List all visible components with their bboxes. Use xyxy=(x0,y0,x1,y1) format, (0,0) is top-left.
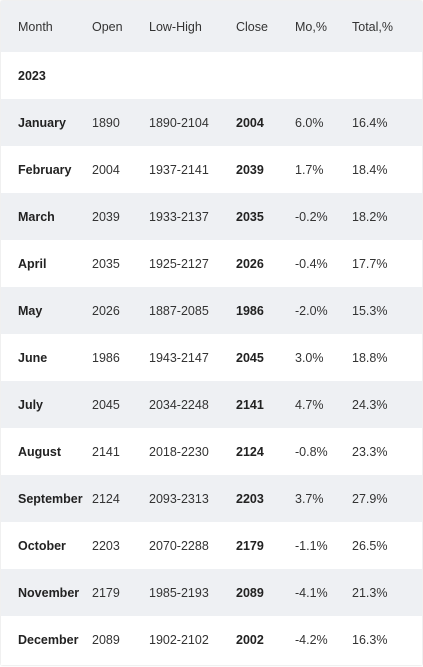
cell-mo-percent: 3.7% xyxy=(295,475,352,522)
cell-month: January xyxy=(1,99,92,146)
cell-total-percent: 16.3% xyxy=(352,616,422,663)
cell-mo-percent: -1.1% xyxy=(295,522,352,569)
table-row: January 1890 1890-2104 2004 6.0% 16.4% xyxy=(1,99,422,146)
cell-mo-percent: 1.7% xyxy=(295,146,352,193)
cell-open: 2141 xyxy=(92,428,149,475)
table-row: March 2039 1933-2137 2035 -0.2% 18.2% xyxy=(1,193,422,240)
table-body: 2023 January 1890 1890-2104 2004 6.0% 16.4% Fe… xyxy=(1,52,422,663)
cell-close: 2002 xyxy=(236,616,295,663)
cell-total-percent: 17.7% xyxy=(352,240,422,287)
cell-low-high: 1933-2137 xyxy=(149,193,236,240)
cell-mo-percent: 3.0% xyxy=(295,334,352,381)
cell-month: November xyxy=(1,569,92,616)
cell-close: 2179 xyxy=(236,522,295,569)
cell-month: December xyxy=(1,616,92,663)
table-row: November 2179 1985-2193 2089 -4.1% 21.3% xyxy=(1,569,422,616)
table-row: April 2035 1925-2127 2026 -0.4% 17.7% xyxy=(1,240,422,287)
table-row: May 2026 1887-2085 1986 -2.0% 15.3% xyxy=(1,287,422,334)
cell-total-percent: 15.3% xyxy=(352,287,422,334)
cell-total-percent: 26.5% xyxy=(352,522,422,569)
cell-open: 2203 xyxy=(92,522,149,569)
table-row: July 2045 2034-2248 2141 4.7% 24.3% xyxy=(1,381,422,428)
cell-total-percent: 18.2% xyxy=(352,193,422,240)
header-open: Open xyxy=(92,19,123,34)
header-row: Month Open Low-High Close Mo,% Total,% xyxy=(1,1,422,52)
cell-month: April xyxy=(1,240,92,287)
cell-close: 1986 xyxy=(236,287,295,334)
cell-open: 1986 xyxy=(92,334,149,381)
cell-total-percent: 18.8% xyxy=(352,334,422,381)
header-total-percent: Total,% xyxy=(352,19,393,34)
cell-total-percent: 23.3% xyxy=(352,428,422,475)
cell-month: July xyxy=(1,381,92,428)
table-row: October 2203 2070-2288 2179 -1.1% 26.5% xyxy=(1,522,422,569)
year-label: 2023 xyxy=(1,52,422,99)
table-row: August 2141 2018-2230 2124 -0.8% 23.3% xyxy=(1,428,422,475)
cell-low-high: 1985-2193 xyxy=(149,569,236,616)
cell-mo-percent: -2.0% xyxy=(295,287,352,334)
cell-close: 2026 xyxy=(236,240,295,287)
cell-low-high: 1937-2141 xyxy=(149,146,236,193)
header-close: Close xyxy=(236,19,268,34)
cell-close: 2035 xyxy=(236,193,295,240)
cell-low-high: 1890-2104 xyxy=(149,99,236,146)
cell-low-high: 1943-2147 xyxy=(149,334,236,381)
cell-close: 2039 xyxy=(236,146,295,193)
cell-mo-percent: 4.7% xyxy=(295,381,352,428)
cell-open: 2035 xyxy=(92,240,149,287)
cell-mo-percent: -0.4% xyxy=(295,240,352,287)
year-row: 2023 xyxy=(1,52,422,99)
table-row: February 2004 1937-2141 2039 1.7% 18.4% xyxy=(1,146,422,193)
cell-close: 2124 xyxy=(236,428,295,475)
cell-mo-percent: 6.0% xyxy=(295,99,352,146)
cell-mo-percent: -4.1% xyxy=(295,569,352,616)
cell-total-percent: 24.3% xyxy=(352,381,422,428)
cell-close: 2203 xyxy=(236,475,295,522)
cell-open: 2089 xyxy=(92,616,149,663)
cell-month: May xyxy=(1,287,92,334)
table-row: June 1986 1943-2147 2045 3.0% 18.8% xyxy=(1,334,422,381)
table-row: September 2124 2093-2313 2203 3.7% 27.9% xyxy=(1,475,422,522)
table-header: Month Open Low-High Close Mo,% Total,% xyxy=(1,1,422,52)
cell-low-high: 1925-2127 xyxy=(149,240,236,287)
cell-open: 1890 xyxy=(92,99,149,146)
cell-month: August xyxy=(1,428,92,475)
cell-open: 2039 xyxy=(92,193,149,240)
cell-close: 2141 xyxy=(236,381,295,428)
header-mo-percent: Mo,% xyxy=(295,19,327,34)
cell-mo-percent: -4.2% xyxy=(295,616,352,663)
cell-mo-percent: -0.2% xyxy=(295,193,352,240)
cell-mo-percent: -0.8% xyxy=(295,428,352,475)
cell-open: 2045 xyxy=(92,381,149,428)
cell-close: 2045 xyxy=(236,334,295,381)
header-low-high: Low-High xyxy=(149,19,202,34)
cell-open: 2026 xyxy=(92,287,149,334)
cell-month: February xyxy=(1,146,92,193)
cell-low-high: 2093-2313 xyxy=(149,475,236,522)
cell-total-percent: 21.3% xyxy=(352,569,422,616)
cell-low-high: 2070-2288 xyxy=(149,522,236,569)
cell-low-high: 2034-2248 xyxy=(149,381,236,428)
cell-month: October xyxy=(1,522,92,569)
cell-open: 2179 xyxy=(92,569,149,616)
cell-month: June xyxy=(1,334,92,381)
header-month: Month xyxy=(18,19,53,34)
cell-month: September xyxy=(1,475,92,522)
cell-low-high: 2018-2230 xyxy=(149,428,236,475)
cell-low-high: 1902-2102 xyxy=(149,616,236,663)
cell-open: 2004 xyxy=(92,146,149,193)
cell-total-percent: 16.4% xyxy=(352,99,422,146)
cell-close: 2089 xyxy=(236,569,295,616)
cell-total-percent: 27.9% xyxy=(352,475,422,522)
cell-open: 2124 xyxy=(92,475,149,522)
cell-total-percent: 18.4% xyxy=(352,146,422,193)
cell-month: March xyxy=(1,193,92,240)
cell-low-high: 1887-2085 xyxy=(149,287,236,334)
cell-close: 2004 xyxy=(236,99,295,146)
table-row: December 2089 1902-2102 2002 -4.2% 16.3% xyxy=(1,616,422,663)
